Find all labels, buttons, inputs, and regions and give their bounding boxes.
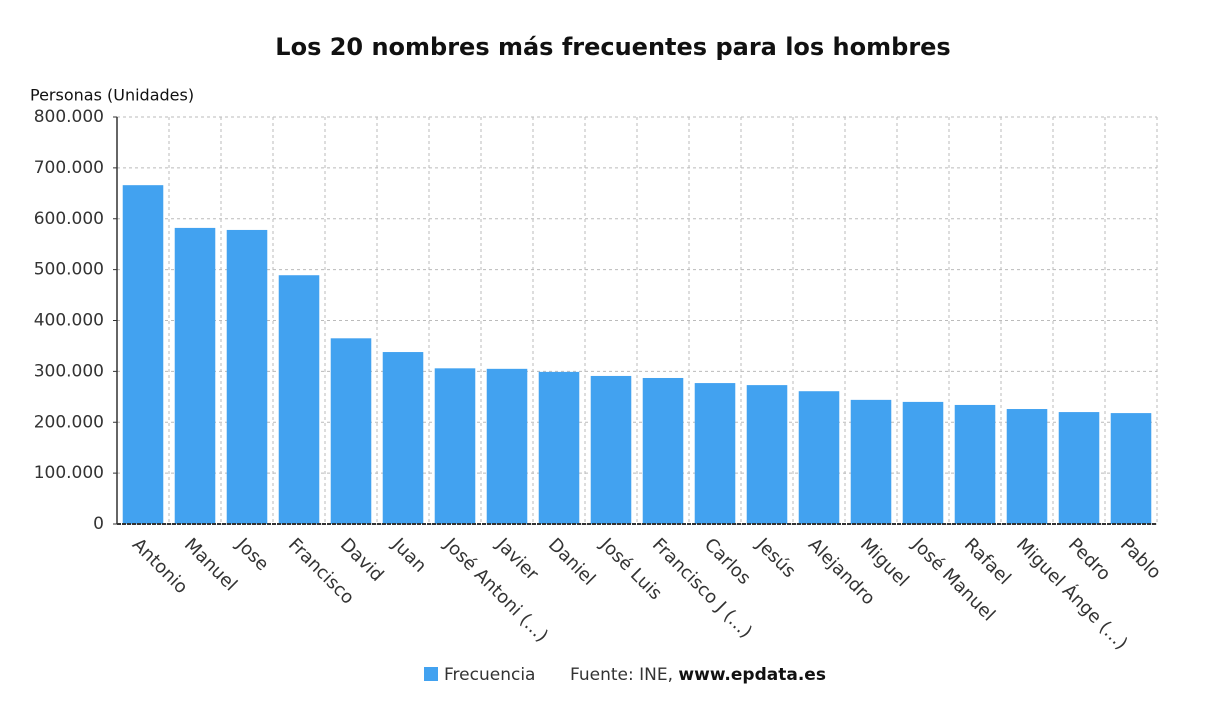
bar <box>122 185 164 525</box>
bar <box>174 227 216 524</box>
bar <box>330 338 372 524</box>
bar <box>642 377 684 524</box>
x-tick-label: Antonio <box>128 534 192 598</box>
x-tick-label: Jesús <box>751 534 799 582</box>
legend-label: Frecuencia <box>444 665 535 685</box>
bar <box>486 368 528 524</box>
y-tick-label: 600.000 <box>34 209 104 229</box>
source: Fuente: INE, www.epdata.es <box>570 665 826 685</box>
bar <box>746 385 788 524</box>
bar <box>382 352 424 524</box>
x-tick-label: Juan <box>387 534 430 577</box>
bar <box>694 383 736 524</box>
x-tick-label: Pablo <box>1116 534 1165 583</box>
chart-title: Los 20 nombres más frecuentes para los h… <box>275 33 950 61</box>
y-tick-label: 300.000 <box>34 361 104 381</box>
bar <box>1110 413 1152 524</box>
y-axis-label: Personas (Unidades) <box>30 86 194 105</box>
source-link: www.epdata.es <box>678 665 826 685</box>
legend-swatch <box>424 667 438 681</box>
bar <box>1058 412 1100 524</box>
y-tick-label: 800.000 <box>34 107 104 127</box>
x-tick-label: Daniel <box>544 534 599 589</box>
source-prefix: Fuente: INE, <box>570 665 673 685</box>
bar <box>902 401 944 524</box>
x-tick-label: Manuel <box>180 534 241 595</box>
bar <box>798 391 840 524</box>
bar <box>226 229 268 524</box>
bar <box>538 371 580 524</box>
bar <box>590 375 632 524</box>
x-tick-label: Pedro <box>1064 534 1115 585</box>
y-tick-label: 700.000 <box>34 158 104 178</box>
x-tick-label: Jose <box>231 534 273 576</box>
y-tick-label: 400.000 <box>34 311 104 331</box>
bar <box>434 368 476 524</box>
y-tick-label: 100.000 <box>34 463 104 483</box>
bar <box>954 404 996 524</box>
bar <box>278 275 320 524</box>
bar <box>850 399 892 524</box>
bar <box>1006 409 1048 524</box>
y-tick-label: 500.000 <box>34 260 104 280</box>
y-tick-label: 0 <box>93 514 104 534</box>
y-tick-label: 200.000 <box>34 412 104 432</box>
